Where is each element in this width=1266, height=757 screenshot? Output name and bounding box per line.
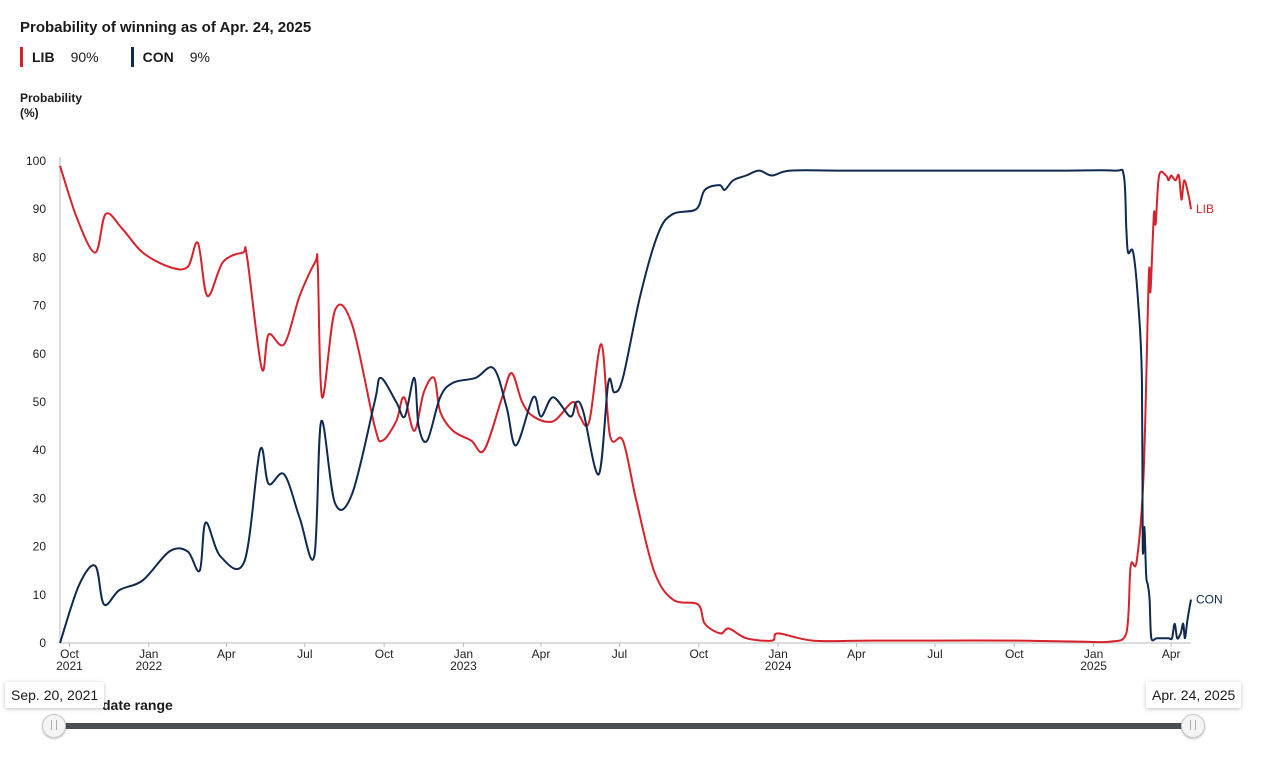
legend-value-lib: 90% bbox=[70, 49, 99, 65]
x-tick-label: Apr bbox=[1162, 647, 1181, 661]
x-tick-label: Jan bbox=[139, 647, 158, 661]
x-tick-label: 2024 bbox=[765, 659, 792, 673]
y-axis-label-line1: Probability bbox=[20, 91, 83, 105]
x-tick-label: Jul bbox=[297, 647, 312, 661]
y-tick-label: 60 bbox=[33, 347, 47, 361]
x-tick-label: 2025 bbox=[1080, 659, 1107, 673]
y-tick-label: 80 bbox=[33, 250, 47, 264]
y-axis-label-line2: (%) bbox=[20, 106, 39, 120]
x-tick-label: Apr bbox=[847, 647, 866, 661]
y-tick-label: 100 bbox=[26, 154, 46, 168]
legend-name-con: CON bbox=[142, 49, 174, 65]
x-tick-label: Jan bbox=[768, 647, 787, 661]
x-tick-label: Jul bbox=[927, 647, 942, 661]
date-range-end-handle[interactable] bbox=[1181, 714, 1205, 738]
x-tick-label: Oct bbox=[689, 647, 708, 661]
y-tick-label: 20 bbox=[33, 540, 47, 554]
x-tick-label: 2022 bbox=[135, 659, 162, 673]
y-axis-label: Probability (%) bbox=[20, 91, 100, 121]
y-tick-label: 90 bbox=[33, 202, 47, 216]
y-tick-label: 50 bbox=[33, 395, 47, 409]
legend-swatch-lib bbox=[20, 47, 23, 67]
x-tick-label: 2021 bbox=[56, 659, 83, 673]
legend-item-lib: LIB 90% bbox=[20, 47, 99, 67]
series-line-lib bbox=[59, 165, 1192, 644]
series-group bbox=[59, 165, 1192, 644]
y-tick-label: 10 bbox=[33, 588, 47, 602]
series-end-label-con: CON bbox=[1196, 593, 1223, 607]
y-tick-label: 0 bbox=[39, 636, 46, 650]
x-tick-label: 2023 bbox=[450, 659, 477, 673]
y-tick-label: 70 bbox=[33, 299, 47, 313]
chart-title: Probability of winning as of Apr. 24, 20… bbox=[20, 19, 312, 36]
legend-item-con: CON 9% bbox=[130, 47, 210, 67]
series-end-labels: LIB CON bbox=[1196, 202, 1223, 606]
x-tick-label: Oct bbox=[60, 647, 79, 661]
x-tick-label: Jan bbox=[1084, 647, 1103, 661]
x-tick-label: Jan bbox=[454, 647, 473, 661]
legend-name-lib: LIB bbox=[32, 49, 55, 65]
series-line-con bbox=[59, 168, 1192, 644]
series-end-label-lib: LIB bbox=[1196, 202, 1214, 216]
legend-value-con: 9% bbox=[189, 49, 210, 65]
date-range-end-value: Apr. 24, 2025 bbox=[1146, 682, 1242, 708]
y-axis: 0 10 20 30 40 50 60 70 80 90 100 bbox=[26, 154, 61, 650]
legend-swatch-con bbox=[130, 47, 134, 67]
x-tick-label: Oct bbox=[1005, 647, 1024, 661]
y-tick-label: 30 bbox=[33, 491, 47, 505]
x-tick-label: Apr bbox=[532, 647, 551, 661]
x-tick-label: Jul bbox=[612, 647, 627, 661]
y-tick-label: 40 bbox=[33, 443, 47, 457]
date-range-label: date range bbox=[102, 697, 173, 713]
date-range-start-handle[interactable] bbox=[42, 714, 66, 738]
date-range-start-value: Sep. 20, 2021 bbox=[5, 682, 105, 708]
legend: LIB 90% CON 9% bbox=[20, 47, 242, 67]
x-tick-label: Apr bbox=[217, 647, 236, 661]
x-tick-label: Oct bbox=[375, 647, 394, 661]
date-range-slider-track[interactable] bbox=[53, 723, 1193, 729]
